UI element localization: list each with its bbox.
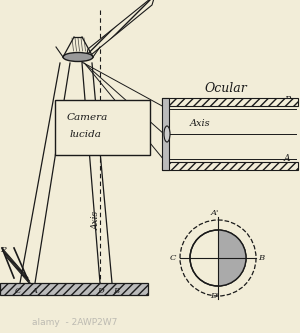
Text: A': A' <box>205 254 213 262</box>
Polygon shape <box>86 0 155 59</box>
Bar <box>0 283 148 295</box>
Text: P: P <box>0 246 6 254</box>
Bar <box>55 100 150 155</box>
Text: D': D' <box>211 292 220 300</box>
Bar <box>162 98 298 106</box>
Text: D: D <box>97 287 104 295</box>
Text: alamy  - 2AWP2W7: alamy - 2AWP2W7 <box>32 318 118 327</box>
Text: A: A <box>284 154 290 163</box>
Text: B: B <box>284 96 291 105</box>
Circle shape <box>190 230 246 286</box>
Text: Axis: Axis <box>92 210 100 229</box>
Text: C: C <box>15 287 21 295</box>
Text: Axis: Axis <box>190 119 211 128</box>
Ellipse shape <box>63 53 93 62</box>
Text: Ocular: Ocular <box>205 82 248 95</box>
Text: Camera: Camera <box>67 113 108 122</box>
Text: lucida: lucida <box>70 130 102 139</box>
Text: D: D <box>221 254 227 262</box>
Bar <box>162 98 169 170</box>
Ellipse shape <box>164 126 170 142</box>
Text: B: B <box>113 287 119 295</box>
Text: A': A' <box>211 209 219 217</box>
Text: B: B <box>258 254 264 262</box>
Text: C: C <box>170 254 176 262</box>
Text: A: A <box>32 287 38 295</box>
Wedge shape <box>218 230 246 286</box>
Bar <box>162 162 298 170</box>
